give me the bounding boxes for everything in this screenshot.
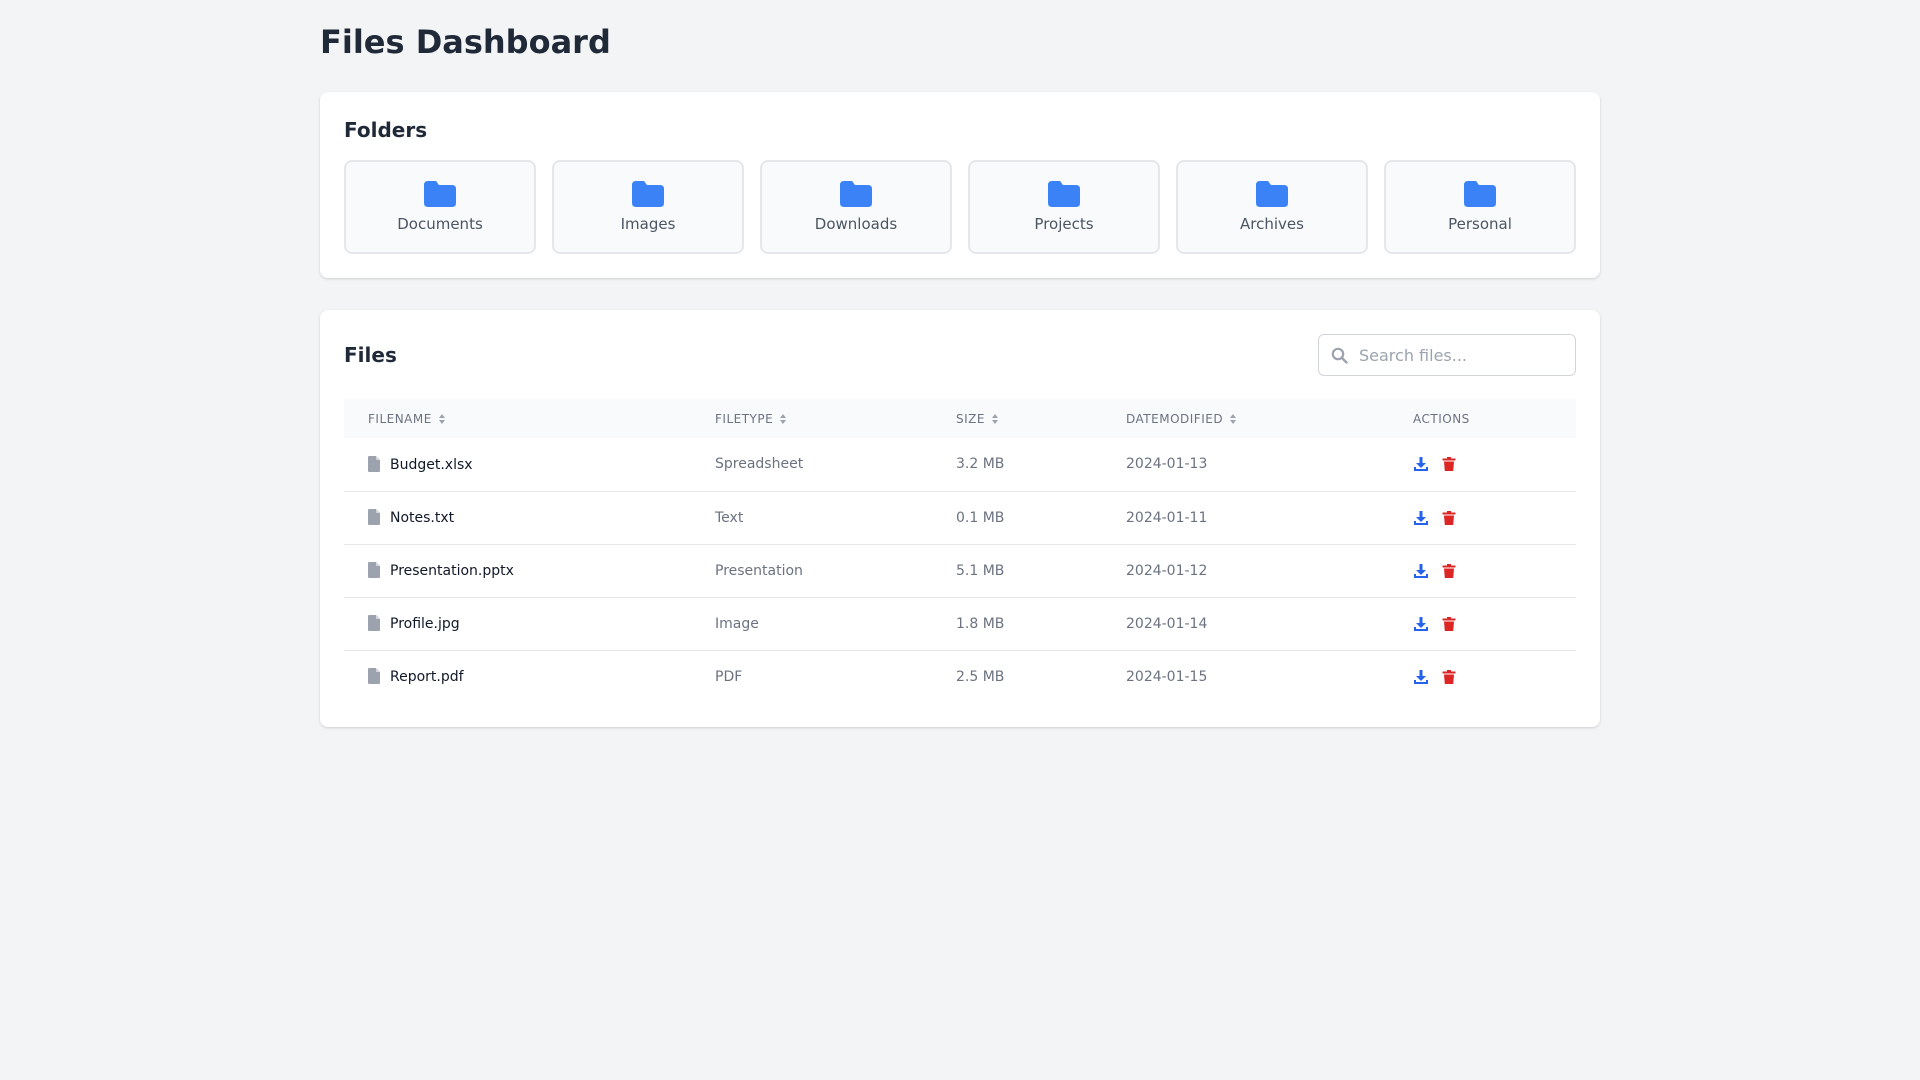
folder-label: Images — [620, 215, 676, 233]
sort-icon — [1230, 413, 1237, 424]
files-section: Files FILENAME FILETYPE SIZE DATEMODIFIE… — [320, 310, 1600, 727]
column-header-label: FILETYPE — [715, 411, 774, 426]
date-cell: 2024-01-11 — [1126, 509, 1208, 526]
size-cell: 5.1 MB — [956, 562, 1005, 579]
folder-label: Documents — [397, 215, 483, 233]
folder-projects[interactable]: Projects — [968, 160, 1160, 254]
size-cell: 0.1 MB — [956, 509, 1005, 526]
size-cell: 1.8 MB — [956, 615, 1005, 632]
page-title: Files Dashboard — [320, 23, 611, 61]
sort-icon — [991, 413, 998, 424]
file-icon — [368, 509, 380, 525]
filename[interactable]: Profile.jpg — [390, 616, 460, 632]
actions-cell — [1389, 544, 1576, 597]
folder-icon — [632, 181, 664, 207]
folder-label: Personal — [1448, 215, 1512, 233]
filename-cell: Budget.xlsx — [344, 438, 691, 491]
search-box — [1318, 334, 1576, 376]
column-header-label: SIZE — [956, 411, 985, 426]
column-header-size[interactable]: SIZE — [932, 399, 1102, 438]
date-cell: 2024-01-14 — [1126, 615, 1208, 632]
date-cell: 2024-01-12 — [1126, 562, 1208, 579]
filetype-cell: Image — [715, 615, 759, 632]
table-row: Profile.jpg Image 1.8 MB 2024-01-14 — [344, 597, 1576, 650]
filename-cell: Notes.txt — [344, 491, 691, 544]
filename[interactable]: Report.pdf — [390, 669, 464, 686]
filename[interactable]: Notes.txt — [390, 510, 455, 526]
column-header-label: ACTIONS — [1413, 411, 1470, 426]
folder-label: Projects — [1034, 215, 1094, 233]
actions-cell — [1389, 597, 1576, 650]
filetype-cell: PDF — [715, 668, 743, 685]
column-header-actions: ACTIONS — [1389, 399, 1576, 438]
download-icon[interactable] — [1413, 510, 1429, 526]
file-icon — [368, 668, 380, 685]
folder-archives[interactable]: Archives — [1176, 160, 1368, 254]
table-row: Budget.xlsx Spreadsheet 3.2 MB 2024-01-1… — [344, 438, 1576, 491]
download-icon[interactable] — [1413, 616, 1429, 632]
folder-label: Downloads — [814, 215, 898, 233]
file-icon — [368, 455, 380, 472]
trash-icon[interactable] — [1441, 510, 1457, 526]
size-cell: 3.2 MB — [956, 456, 1005, 473]
folder-icon — [840, 181, 872, 207]
folder-downloads[interactable]: Downloads — [760, 160, 952, 254]
file-icon — [368, 615, 380, 631]
folder-documents[interactable]: Documents — [344, 160, 536, 254]
trash-icon[interactable] — [1441, 669, 1457, 685]
folders-grid: Documents Images Downloads Projects Arch… — [344, 160, 1576, 254]
search-icon — [1331, 347, 1348, 364]
table-row: Presentation.pptx Presentation 5.1 MB 20… — [344, 544, 1576, 597]
download-icon[interactable] — [1413, 456, 1429, 472]
table-header-row: FILENAME FILETYPE SIZE DATEMODIFIED ACTI… — [344, 399, 1576, 438]
filetype-cell: Text — [715, 509, 744, 526]
files-table: FILENAME FILETYPE SIZE DATEMODIFIED ACTI… — [344, 399, 1576, 703]
folders-section: Folders Documents Images Downloads Proje… — [320, 92, 1600, 278]
folders-title: Folders — [344, 118, 428, 142]
column-header-filename[interactable]: FILENAME — [344, 399, 691, 438]
download-icon[interactable] — [1413, 669, 1429, 685]
file-icon — [368, 562, 380, 578]
actions-cell — [1389, 650, 1576, 703]
folder-icon — [1464, 181, 1496, 207]
column-header-label: FILENAME — [368, 411, 432, 426]
files-header: Files — [344, 334, 1576, 376]
date-cell: 2024-01-15 — [1126, 668, 1208, 685]
actions-cell — [1389, 438, 1576, 491]
filename-cell: Presentation.pptx — [344, 544, 691, 597]
column-header-datemodified[interactable]: DATEMODIFIED — [1102, 399, 1389, 438]
column-header-label: DATEMODIFIED — [1126, 411, 1224, 426]
sort-icon — [780, 413, 787, 424]
trash-icon[interactable] — [1441, 616, 1457, 632]
actions-cell — [1389, 491, 1576, 544]
folder-icon — [1256, 181, 1288, 207]
filetype-cell: Spreadsheet — [715, 456, 804, 473]
search-input[interactable] — [1359, 335, 1569, 375]
folder-icon — [424, 181, 456, 207]
trash-icon[interactable] — [1441, 456, 1457, 472]
filename[interactable]: Presentation.pptx — [390, 563, 514, 579]
filename-cell: Profile.jpg — [344, 597, 691, 650]
column-header-filetype[interactable]: FILETYPE — [691, 399, 932, 438]
files-title: Files — [344, 343, 397, 367]
folder-images[interactable]: Images — [552, 160, 744, 254]
sort-icon — [438, 413, 445, 424]
filename[interactable]: Budget.xlsx — [390, 456, 473, 473]
date-cell: 2024-01-13 — [1126, 456, 1208, 473]
trash-icon[interactable] — [1441, 563, 1457, 579]
folder-label: Archives — [1240, 215, 1304, 233]
table-row: Notes.txt Text 0.1 MB 2024-01-11 — [344, 491, 1576, 544]
folder-personal[interactable]: Personal — [1384, 160, 1576, 254]
table-row: Report.pdf PDF 2.5 MB 2024-01-15 — [344, 650, 1576, 703]
size-cell: 2.5 MB — [956, 668, 1005, 685]
filename-cell: Report.pdf — [344, 650, 691, 703]
download-icon[interactable] — [1413, 563, 1429, 579]
folder-icon — [1048, 181, 1080, 207]
dashboard-container: Files Dashboard Folders Documents Images… — [320, 0, 1600, 727]
filetype-cell: Presentation — [715, 562, 803, 579]
